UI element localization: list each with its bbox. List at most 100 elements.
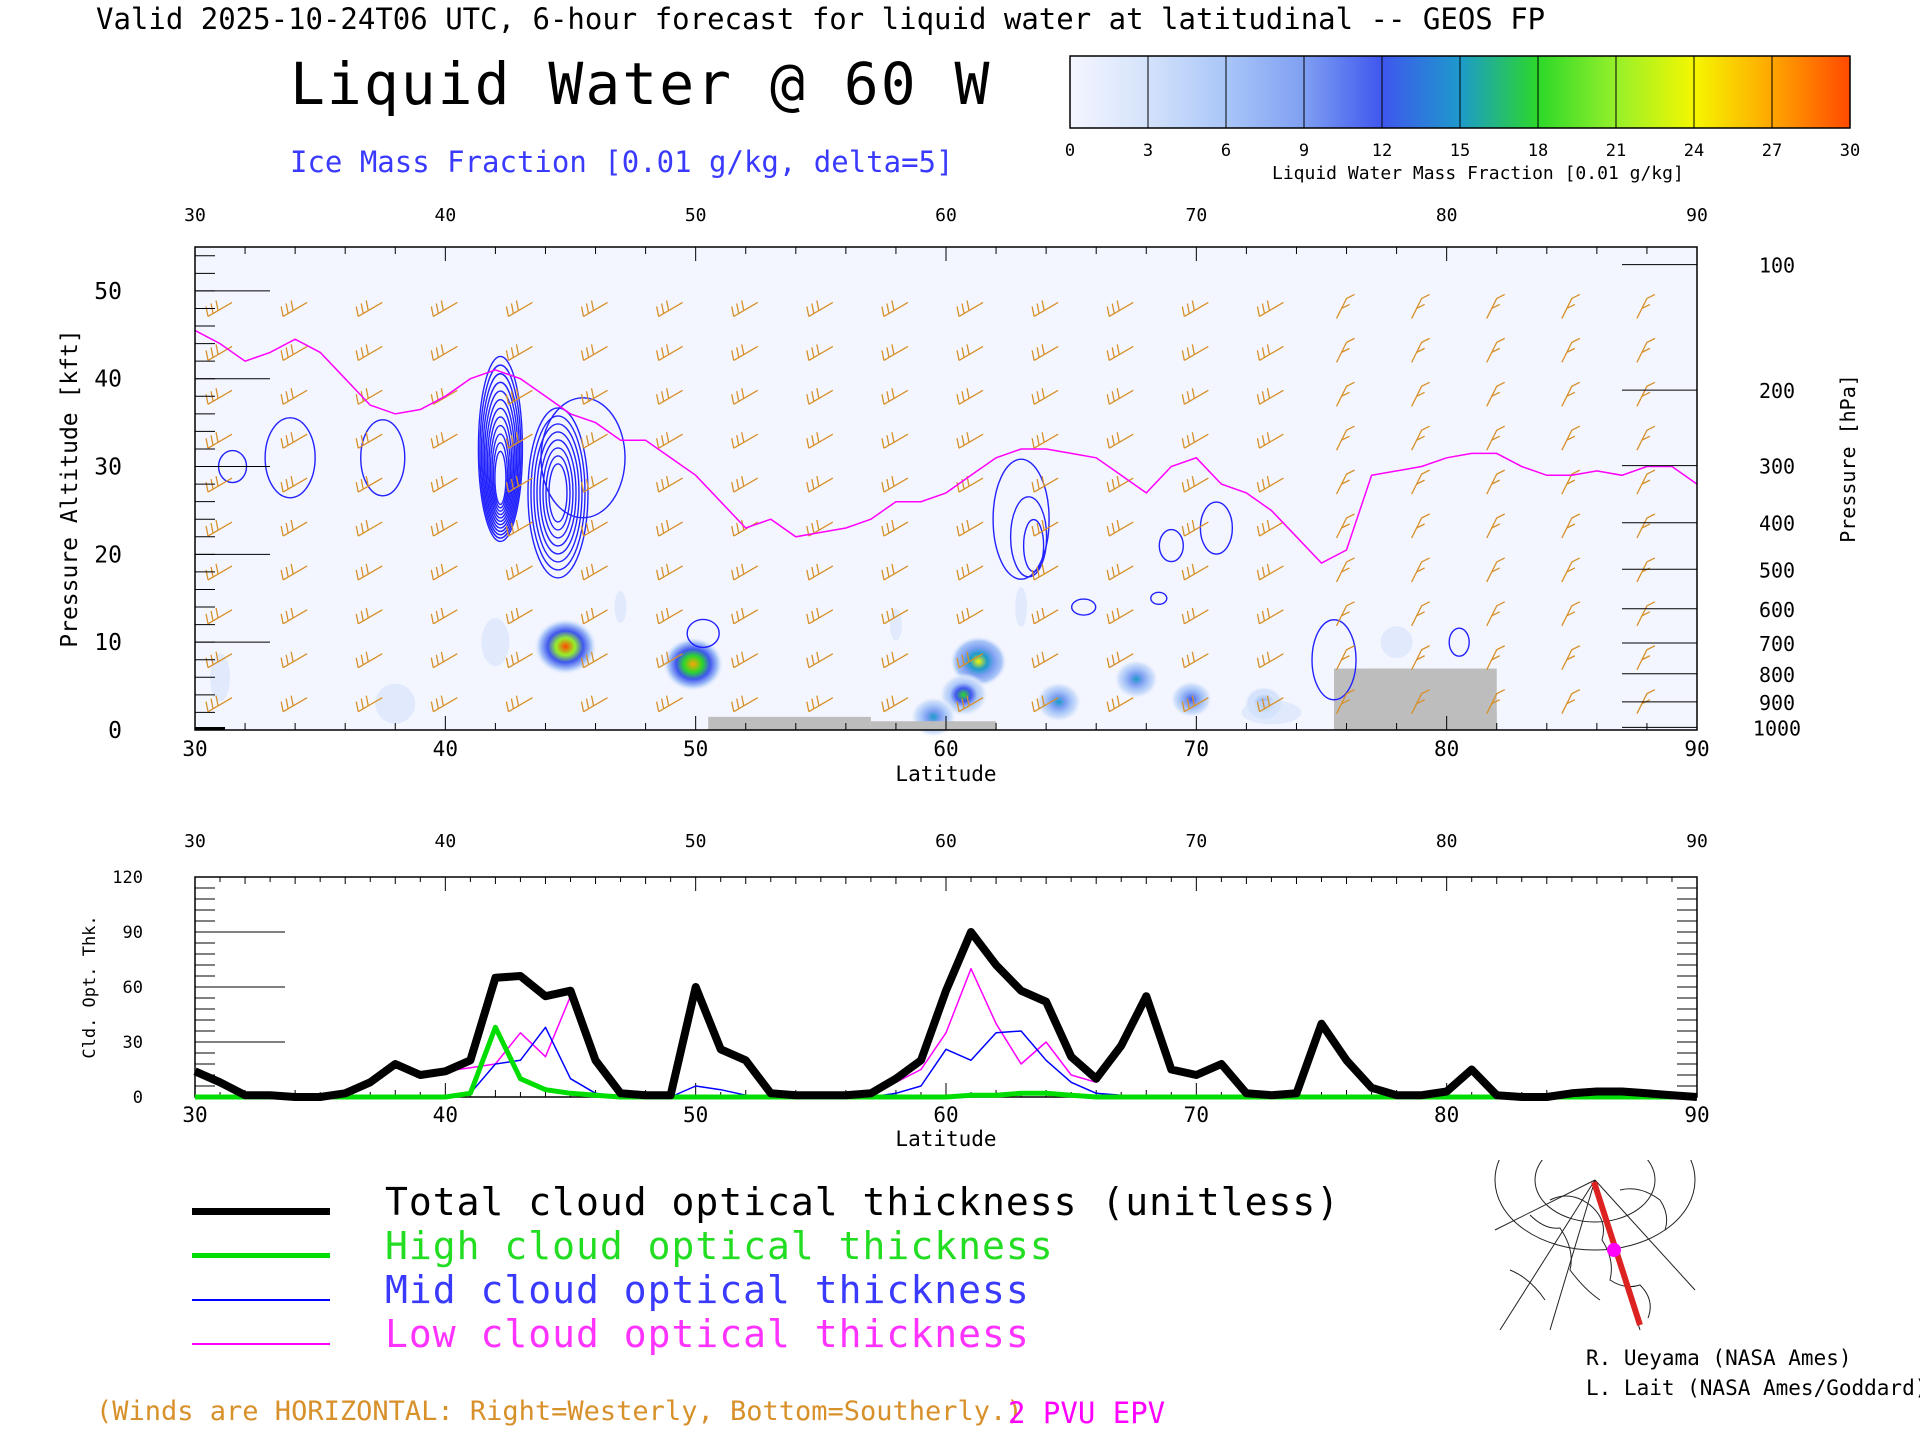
wind-barb — [1636, 601, 1656, 627]
wind-barb — [205, 388, 233, 405]
wind-barb — [430, 432, 458, 449]
ice-contour — [479, 364, 522, 539]
wind-barb — [1031, 563, 1059, 581]
wind-barb — [1636, 293, 1656, 319]
colorbar-tick-label: 12 — [1372, 141, 1392, 161]
winds-note: (Winds are HORIZONTAL: Right=Westerly, B… — [96, 1396, 1023, 1427]
x-tick-label-top: 40 — [434, 205, 456, 226]
ice-contour — [488, 416, 513, 519]
ice-contour — [489, 424, 512, 516]
wind-barb — [1106, 344, 1134, 361]
wind-barb — [205, 563, 233, 581]
wind-barb — [430, 388, 458, 405]
wind-barb — [956, 475, 984, 493]
wind-barb — [655, 344, 683, 361]
wind-barb — [1411, 337, 1430, 363]
colorbar-frame — [1069, 55, 1851, 129]
wind-barb — [1256, 475, 1284, 493]
x-tick-label: 70 — [1184, 737, 1209, 761]
colorbar-cell — [1226, 56, 1305, 128]
colorbar-cell — [1460, 56, 1539, 128]
wind-barb — [1411, 425, 1430, 451]
colorbar-tick-label: 24 — [1684, 141, 1704, 161]
opt-x-tick-label-top: 90 — [1686, 831, 1708, 852]
wind-barb — [1106, 475, 1134, 493]
ice-contours — [217, 355, 1470, 701]
pressure-tick-label: 1000 — [1753, 716, 1801, 740]
wind-barb — [1106, 388, 1134, 405]
wind-barb — [881, 388, 909, 405]
wind-barb — [280, 695, 308, 713]
wind-barb — [505, 432, 533, 449]
opt-x-tick-label: 50 — [683, 1103, 708, 1127]
x-tick-label-top: 90 — [1686, 205, 1708, 226]
wind-barb — [1181, 651, 1209, 669]
colorbar-tick-label: 9 — [1299, 141, 1309, 161]
epv-2pvu-line — [194, 329, 1698, 565]
y-tick-label: 40 — [94, 367, 122, 393]
wind-barb — [731, 563, 759, 581]
wind-barb — [806, 388, 834, 405]
wind-barb — [881, 344, 909, 361]
locator-map — [1490, 1160, 1700, 1330]
opt-x-tick-label: 60 — [933, 1103, 958, 1127]
wind-barb — [1106, 563, 1134, 581]
ice-contour — [480, 373, 521, 536]
wind-barb — [1411, 293, 1430, 319]
wind-barb — [806, 695, 834, 713]
wind-barb — [580, 432, 608, 449]
wind-barb — [881, 519, 909, 537]
wind-barb — [505, 651, 533, 669]
x-tick-label: 40 — [433, 737, 458, 761]
opt-x-tick-label: 40 — [433, 1103, 458, 1127]
wind-barb — [505, 695, 533, 713]
wind-barb — [1636, 513, 1656, 539]
wind-barb — [1031, 519, 1059, 537]
wind-barb — [1181, 475, 1209, 493]
wind-barb — [1106, 432, 1134, 449]
pressure-tick-label: 900 — [1759, 691, 1795, 715]
y-tick-label: 50 — [94, 279, 122, 305]
opt-x-tick-label-top: 30 — [184, 831, 206, 852]
wind-barb — [956, 519, 984, 537]
pressure-tick-label: 800 — [1759, 663, 1795, 687]
wind-barb — [505, 519, 533, 537]
ice-contour — [264, 417, 316, 499]
colorbar-tick-label: 30 — [1840, 141, 1860, 161]
liquid-water-blob — [1113, 659, 1159, 699]
wind-barb — [355, 607, 383, 625]
wind-barb — [1411, 557, 1430, 583]
wind-barb — [655, 475, 683, 493]
wind-barb — [280, 475, 308, 493]
header-title: Valid 2025-10-24T06 UTC, 6-hour forecast… — [96, 2, 1546, 36]
opt-x-tick-label: 70 — [1184, 1103, 1209, 1127]
optical-thickness-y-label: Cld. Opt. Thk. — [80, 915, 100, 1058]
colorbar-cell — [1382, 56, 1461, 128]
wind-barb — [580, 651, 608, 669]
ice-contour — [1158, 528, 1185, 563]
ice-contour — [1311, 619, 1357, 701]
wind-barb — [205, 695, 233, 713]
wind-barb — [205, 344, 233, 361]
wind-barb — [1106, 300, 1134, 318]
opt-y-tick-label: 90 — [123, 923, 143, 943]
wind-barb — [881, 432, 909, 449]
wind-barb — [1486, 645, 1506, 671]
wind-barb — [580, 388, 608, 405]
wind-barb — [1335, 469, 1355, 495]
wind-barb — [1106, 651, 1134, 669]
wind-barb — [1031, 475, 1059, 493]
wind-barb — [655, 388, 683, 405]
wind-barb — [1486, 425, 1506, 451]
cross-section-y-label: Pressure Altitude [kft] — [57, 329, 83, 648]
liquid-water-haze — [210, 653, 231, 702]
terrain-block — [708, 716, 871, 730]
ground-marker — [195, 727, 225, 730]
pressure-tick-label: 300 — [1759, 455, 1795, 479]
pressure-tick-label: 200 — [1759, 379, 1795, 403]
wind-barb — [806, 300, 834, 318]
wind-barb — [1561, 469, 1581, 495]
wind-barb — [806, 432, 834, 449]
opt-x-tick-label-top: 70 — [1185, 831, 1207, 852]
ice-contour — [494, 450, 507, 506]
